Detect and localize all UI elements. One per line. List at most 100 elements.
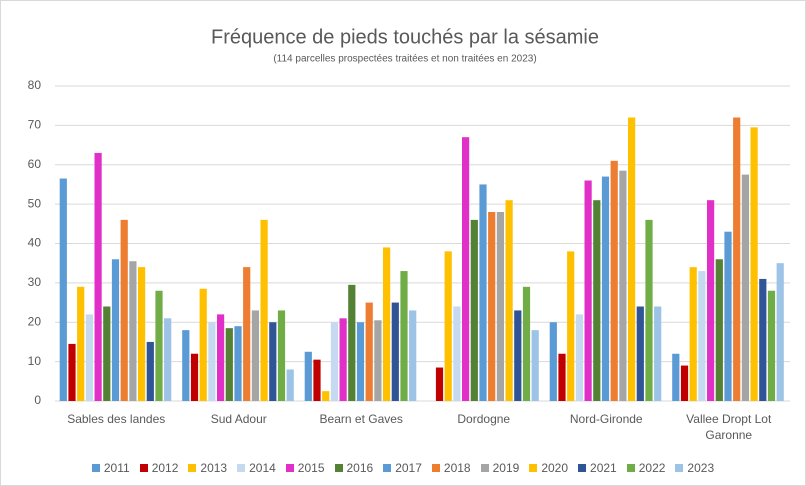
- bar: [208, 322, 216, 401]
- legend-swatch: [334, 464, 343, 472]
- bar: [488, 212, 496, 401]
- legend-label: 2012: [151, 461, 179, 475]
- y-tick-label: 10: [28, 354, 42, 368]
- bar: [741, 174, 749, 401]
- bar: [689, 267, 697, 401]
- legend-swatch: [237, 464, 246, 472]
- legend-item: 2011: [91, 461, 130, 475]
- bar: [182, 330, 190, 401]
- bar: [330, 322, 338, 401]
- bar: [68, 343, 76, 401]
- bar: [584, 180, 592, 401]
- bar: [470, 219, 478, 401]
- bar: [164, 318, 172, 401]
- legend-label: 2016: [346, 461, 374, 475]
- bar: [339, 318, 347, 401]
- bar: [549, 322, 557, 401]
- bar: [190, 353, 199, 401]
- legend-item: 2023: [675, 461, 714, 475]
- bar: [496, 212, 504, 401]
- bar: [356, 322, 365, 401]
- legend-swatch: [188, 464, 197, 472]
- bar: [558, 353, 566, 401]
- bar: [409, 310, 417, 401]
- bar: [120, 219, 128, 401]
- legend-label: 2013: [200, 461, 228, 475]
- y-tick-label: 20: [28, 314, 42, 328]
- bar: [575, 314, 583, 401]
- bar: [111, 259, 120, 401]
- bar: [146, 341, 154, 401]
- x-tick-label: Bearn et Gaves: [319, 412, 403, 426]
- bar: [138, 267, 146, 401]
- bar: [767, 290, 776, 401]
- y-tick-label: 0: [34, 393, 41, 407]
- bar: [645, 219, 653, 401]
- legend-label: 2019: [492, 461, 520, 475]
- legend-swatch: [675, 464, 684, 472]
- bar: [444, 251, 452, 401]
- bar: [286, 369, 294, 401]
- bar: [269, 322, 277, 401]
- x-tick-label: Vallee Dropt Lot Garonne: [686, 412, 772, 442]
- bar: [103, 306, 111, 401]
- bar: [750, 127, 758, 401]
- bar: [322, 391, 330, 401]
- legend-item: 2018: [431, 461, 471, 475]
- bar: [77, 286, 85, 401]
- x-tick-label: Sud Adour: [210, 412, 267, 426]
- bar: [260, 219, 268, 401]
- bar: [759, 278, 767, 401]
- bar: [243, 267, 251, 401]
- legend-label: 2011: [103, 461, 130, 475]
- bar: [698, 271, 706, 401]
- legend-item: 2016: [334, 461, 374, 475]
- bar: [383, 247, 391, 401]
- legend-item: 2017: [383, 461, 422, 475]
- x-tick-label: Nord-Gironde: [569, 412, 643, 426]
- bar: [593, 200, 601, 401]
- bar: [435, 367, 444, 401]
- bar: [514, 310, 522, 401]
- legend-item: 2020: [529, 461, 568, 475]
- y-tick-label: 30: [28, 275, 42, 289]
- y-tick-label: 40: [28, 236, 42, 250]
- legend-label: 2017: [395, 461, 422, 475]
- y-tick-label: 60: [28, 157, 42, 171]
- bar: [672, 353, 680, 401]
- bar: [365, 302, 373, 401]
- bar: [234, 326, 242, 401]
- y-tick-label: 50: [28, 196, 42, 210]
- bar: [531, 330, 539, 401]
- bar: [59, 178, 67, 401]
- bar: [505, 200, 513, 401]
- bar: [462, 137, 470, 401]
- bar: [400, 271, 408, 401]
- bar: [391, 302, 399, 401]
- bar: [707, 200, 715, 401]
- bar: [199, 288, 207, 401]
- legend-label: 2022: [638, 461, 666, 475]
- bar: [348, 284, 356, 401]
- bar: [619, 170, 627, 401]
- bar: [567, 251, 575, 401]
- legend-label: 2018: [443, 461, 471, 475]
- bar: [776, 263, 784, 401]
- legend-label: 2015: [297, 461, 325, 475]
- bar: [610, 160, 618, 401]
- bar: [155, 290, 163, 401]
- bar: [304, 351, 312, 401]
- legend-item: 2021: [578, 461, 617, 475]
- legend-label: 2023: [687, 461, 715, 475]
- legend-item: 2014: [237, 461, 276, 475]
- bar: [374, 320, 382, 401]
- legend-item: 2013: [188, 461, 227, 475]
- legend-swatch: [529, 464, 538, 472]
- legend-item: 2022: [626, 461, 666, 475]
- legend-label: 2021: [590, 461, 617, 475]
- x-tick-label: Dordogne: [457, 412, 511, 426]
- chart-subtitle: (114 parcelles prospectées traitées et n…: [273, 54, 536, 65]
- x-tick-label: Sables des landes: [67, 412, 166, 426]
- y-tick-label: 80: [28, 78, 42, 92]
- bar: [680, 365, 689, 401]
